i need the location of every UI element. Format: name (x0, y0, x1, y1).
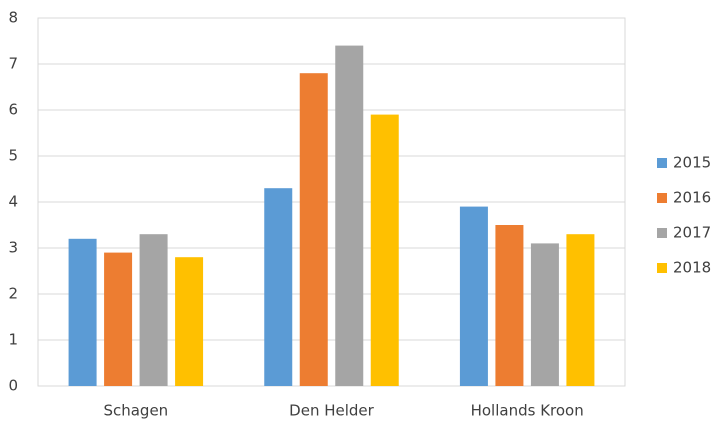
legend-label: 2015 (673, 154, 711, 172)
legend-label: 2016 (673, 189, 711, 207)
y-tick-label: 6 (8, 101, 18, 119)
bar (335, 45, 364, 386)
bar (495, 225, 524, 386)
legend-swatch (657, 193, 667, 203)
y-tick-label: 2 (8, 285, 18, 303)
x-tick-label: Den Helder (289, 402, 374, 420)
bar (104, 252, 133, 386)
legend-swatch (657, 263, 667, 273)
legend-swatch (657, 158, 667, 168)
y-tick-label: 7 (8, 55, 18, 73)
bar (68, 238, 97, 386)
bar (299, 73, 328, 386)
bar (264, 188, 293, 386)
bar (370, 114, 399, 386)
y-tick-label: 1 (8, 331, 18, 349)
y-tick-label: 0 (8, 377, 18, 395)
y-tick-label: 8 (8, 9, 18, 27)
bar (175, 257, 204, 386)
y-tick-label: 4 (8, 193, 18, 211)
bar (566, 234, 595, 386)
bar (139, 234, 168, 386)
bar (459, 206, 488, 386)
legend-label: 2017 (673, 224, 711, 242)
legend-label: 2018 (673, 259, 711, 277)
y-tick-label: 3 (8, 239, 18, 257)
bar (530, 243, 559, 386)
y-tick-label: 5 (8, 147, 18, 165)
x-tick-label: Schagen (103, 402, 168, 420)
legend-swatch (657, 228, 667, 238)
x-tick-label: Hollands Kroon (471, 402, 584, 420)
